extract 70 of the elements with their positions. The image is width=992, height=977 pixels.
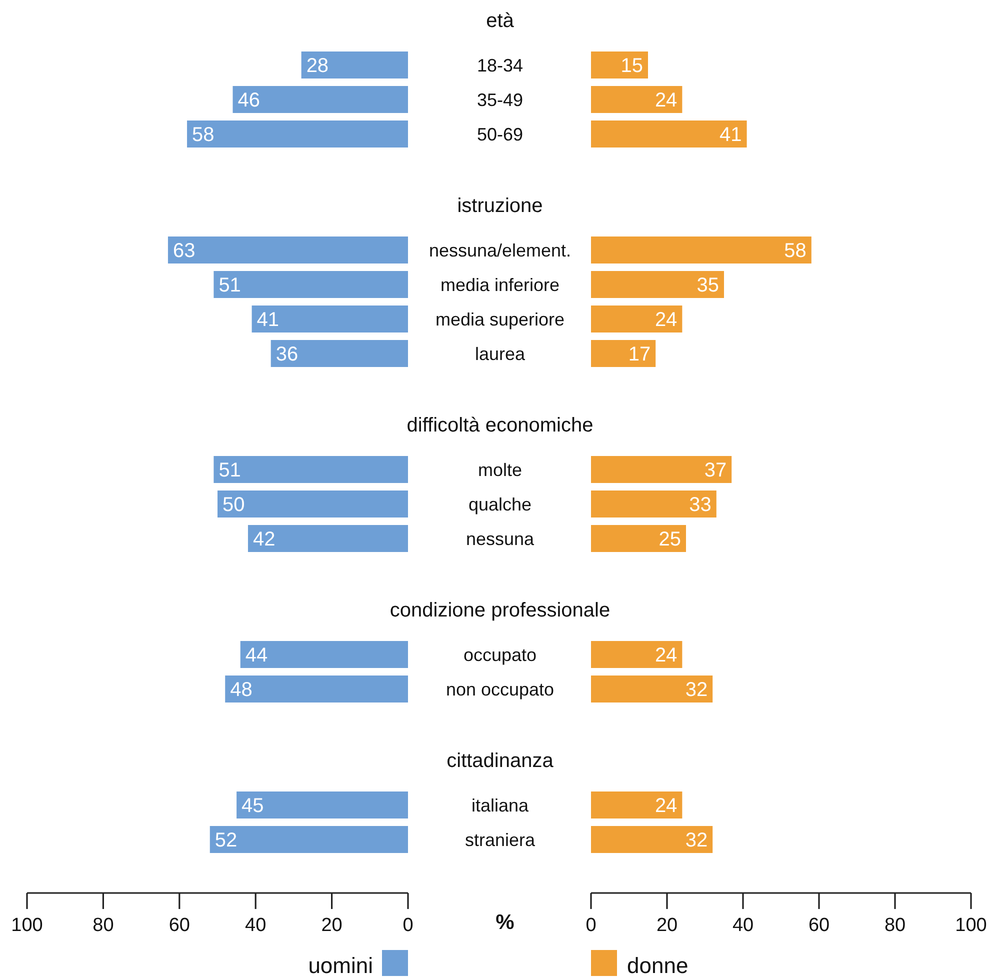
text: condizione professionale xyxy=(390,600,610,622)
data-label: 52 xyxy=(214,830,238,852)
y-tick-label: laurea xyxy=(474,344,526,364)
data-label: 63 xyxy=(172,240,196,262)
y-tick-label: 50-69 xyxy=(476,124,524,144)
data-label: 32 xyxy=(685,679,708,701)
x-tick-label: 0 xyxy=(586,914,596,936)
bar xyxy=(214,271,408,298)
x-axis-title: % xyxy=(496,911,515,934)
bar xyxy=(252,306,408,332)
data-label: 44 xyxy=(245,644,268,666)
data-label: 36 xyxy=(276,344,298,366)
text: età xyxy=(486,10,515,32)
data-label: 37 xyxy=(704,460,727,482)
x-tick-label: 60 xyxy=(168,914,190,936)
y-tick-label: italiana xyxy=(471,796,530,816)
y-tick-label: straniera xyxy=(464,830,536,850)
y-tick-label: occupato xyxy=(463,645,537,665)
text: cittadinanza xyxy=(446,750,554,772)
data-label: 24 xyxy=(654,90,678,112)
data-label: 58 xyxy=(192,124,214,146)
data-label: 24 xyxy=(654,795,678,817)
legend-label: uomini xyxy=(308,953,373,977)
data-label: 51 xyxy=(218,460,241,482)
data-label: 42 xyxy=(252,528,276,550)
data-label: 28 xyxy=(306,55,329,77)
text: istruzione xyxy=(457,195,543,217)
y-tick-label: media inferiore xyxy=(440,275,560,295)
x-tick-label: 100 xyxy=(955,914,987,936)
y-tick-label: molte xyxy=(478,460,522,480)
bar xyxy=(270,340,408,367)
bar xyxy=(168,236,408,264)
data-label: 24 xyxy=(654,309,678,331)
legend-label: donne xyxy=(627,953,688,977)
x-tick-label: 40 xyxy=(732,914,754,936)
data-label: 25 xyxy=(658,528,681,550)
y-tick-label: qualche xyxy=(468,494,532,514)
bar xyxy=(591,340,656,367)
x-tick-label: 40 xyxy=(245,914,266,936)
data-label: 46 xyxy=(238,90,260,112)
data-label: 35 xyxy=(696,274,719,296)
y-tick-label: 35-49 xyxy=(476,90,524,110)
bar xyxy=(591,236,812,264)
bar xyxy=(591,306,682,332)
y-tick-label: media superiore xyxy=(435,310,565,330)
y-tick-label: 18-34 xyxy=(476,56,524,76)
y-tick-label: non occupato xyxy=(446,680,554,700)
data-label: 33 xyxy=(689,494,712,516)
x-tick-label: 0 xyxy=(402,914,414,936)
y-tick-label: nessuna/element. xyxy=(428,240,572,260)
data-label: 45 xyxy=(242,795,264,817)
data-label: 17 xyxy=(628,344,651,366)
data-label: 48 xyxy=(230,679,252,701)
data-label: 41 xyxy=(256,309,280,331)
data-label: 58 xyxy=(784,240,806,262)
x-tick-label: 80 xyxy=(92,914,114,936)
y-tick-label: nessuna xyxy=(466,529,536,549)
data-label: 15 xyxy=(620,55,643,77)
x-tick-label: 20 xyxy=(321,914,342,936)
x-tick-label: 60 xyxy=(808,914,830,936)
data-label: 50 xyxy=(222,494,245,516)
text: difficoltà economiche xyxy=(406,414,594,436)
data-label: 41 xyxy=(720,124,742,146)
x-tick-label: 20 xyxy=(656,914,678,936)
data-label: 24 xyxy=(654,644,678,666)
x-tick-label: 100 xyxy=(11,914,43,936)
x-tick-label: 80 xyxy=(884,914,906,936)
data-label: 32 xyxy=(685,830,708,852)
data-label: 51 xyxy=(218,274,241,296)
bar xyxy=(591,271,724,298)
